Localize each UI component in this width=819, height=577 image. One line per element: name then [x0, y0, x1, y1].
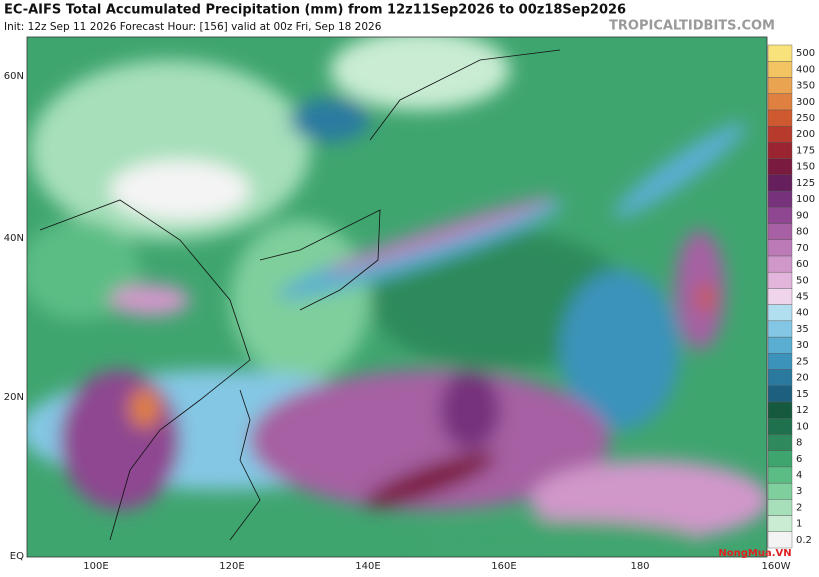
colorbar-cell: [767, 531, 793, 549]
lat-label: 60N: [4, 71, 24, 82]
colorbar-cell: [767, 482, 793, 500]
colorbar-cell: [767, 190, 793, 208]
lon-label: 160W: [762, 561, 791, 572]
colorbar-label: 175: [796, 145, 815, 156]
colorbar-cell: [767, 417, 793, 435]
colorbar-cell: [767, 158, 793, 176]
colorbar-label: 35: [796, 324, 809, 335]
colorbar-label: 300: [796, 97, 815, 108]
colorbar-cell: [767, 353, 793, 370]
colorbar-cell: [767, 336, 793, 354]
colorbar-label: 8: [796, 438, 802, 449]
colorbar-cell: [767, 174, 793, 192]
colorbar-label: 400: [796, 64, 815, 75]
colorbar-cell: [767, 223, 793, 240]
colorbar-cell: [767, 207, 793, 224]
map: [27, 37, 767, 557]
colorbar-cell: [767, 125, 793, 143]
colorbar-cell: [767, 61, 793, 78]
colorbar-cell: [767, 142, 793, 159]
colorbar-cell: [767, 466, 793, 484]
colorbar-cell: [767, 434, 793, 451]
colorbar-cell: [767, 288, 793, 305]
title: EC-AIFS Total Accumulated Precipitation …: [4, 3, 626, 18]
lat-label: EQ: [10, 551, 24, 562]
lon-label: 100E: [83, 561, 108, 572]
lon-label: 120E: [219, 561, 244, 572]
colorbar-label: 45: [796, 292, 809, 303]
colorbar-cell: [767, 369, 793, 386]
colorbar-cell: [767, 499, 793, 516]
colorbar-label: 0.2: [796, 535, 812, 546]
colorbar-label: 350: [796, 81, 815, 92]
colorbar-cell: [767, 239, 793, 257]
colorbar-label: 125: [796, 178, 815, 189]
site-label: TROPICALTIDBITS.COM: [609, 19, 775, 34]
colorbar-label: 150: [796, 162, 815, 173]
colorbar-cell: [767, 385, 793, 403]
map-frame: [26, 36, 768, 558]
colorbar-cell: [767, 77, 793, 94]
colorbar-label: 25: [796, 356, 809, 367]
watermark: NongMua.VN: [718, 548, 791, 559]
lat-label: 40N: [4, 233, 24, 244]
colorbar-cell: [767, 450, 793, 468]
colorbar-label: 80: [796, 227, 809, 238]
colorbar-label: 1: [796, 519, 802, 530]
lon-label: 180: [630, 561, 649, 572]
colorbar-label: 500: [796, 48, 815, 59]
colorbar-cell: [767, 304, 793, 322]
colorbar-label: 90: [796, 210, 809, 221]
colorbar-cell: [767, 44, 793, 62]
colorbar-label: 100: [796, 194, 815, 205]
colorbar-label: 4: [796, 470, 802, 481]
colorbar-cell: [767, 93, 793, 111]
colorbar-cell: [767, 401, 793, 419]
colorbar-label: 2: [796, 502, 802, 513]
lon-label: 140E: [355, 561, 380, 572]
colorbar-cell: [767, 271, 793, 289]
colorbar-label: 50: [796, 275, 809, 286]
colorbar-label: 200: [796, 129, 815, 140]
colorbar-label: 12: [796, 405, 809, 416]
colorbar-label: 30: [796, 340, 809, 351]
colorbar-cell: [767, 109, 793, 127]
colorbar-label: 40: [796, 308, 809, 319]
colorbar-label: 70: [796, 243, 809, 254]
colorbar-label: 3: [796, 486, 802, 497]
lon-label: 160E: [491, 561, 516, 572]
colorbar-label: 250: [796, 113, 815, 124]
colorbar-label: 60: [796, 259, 809, 270]
colorbar-label: 10: [796, 421, 809, 432]
colorbar-label: 20: [796, 373, 809, 384]
colorbar-label: 6: [796, 454, 802, 465]
lat-label: 20N: [4, 392, 24, 403]
subtitle: Init: 12z Sep 11 2026 Forecast Hour: [15…: [4, 21, 382, 33]
colorbar-label: 15: [796, 389, 809, 400]
colorbar-cell: [767, 255, 793, 273]
colorbar-cell: [767, 320, 793, 338]
colorbar-cell: [767, 515, 793, 532]
